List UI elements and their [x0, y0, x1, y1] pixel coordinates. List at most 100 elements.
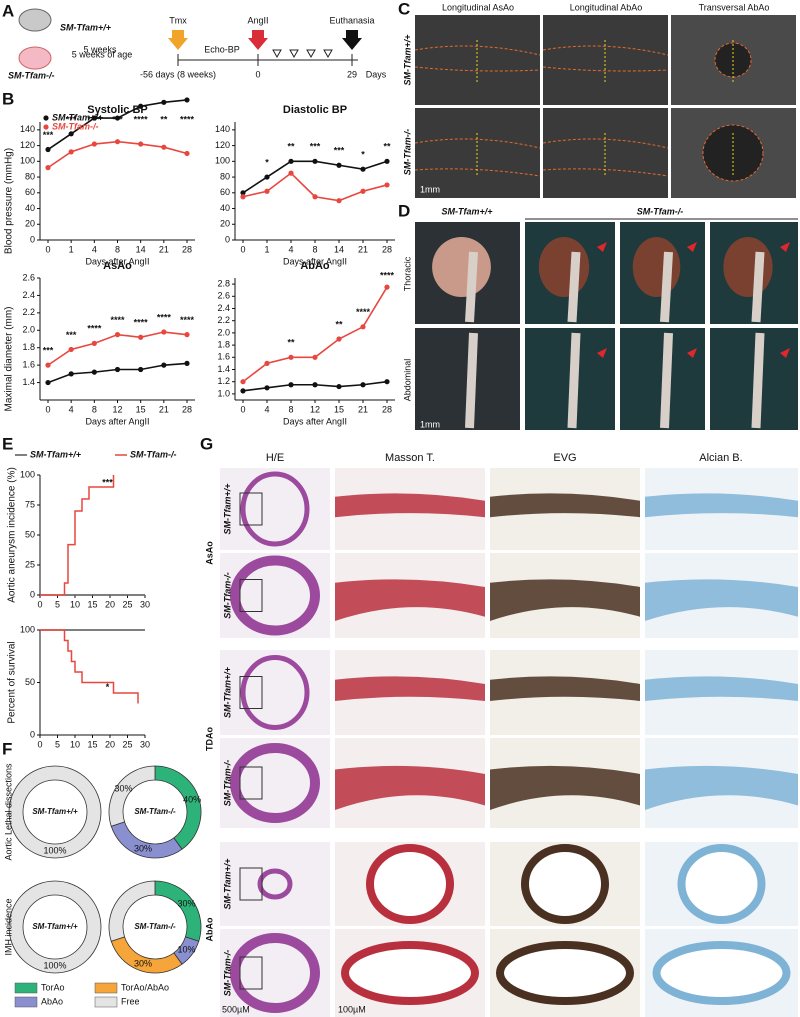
significance-label: ***: [43, 130, 54, 140]
row-title: Aortic Lethal dissections: [3, 763, 13, 861]
vessel-wall: [490, 579, 640, 621]
mean-point: [336, 198, 342, 204]
y-tick-label: 2.2: [217, 315, 230, 325]
y-axis-title: Aortic aneurysm incidence (%): [7, 467, 18, 603]
significance-label: *: [361, 150, 365, 160]
legend-label: SM-Tfam+/+: [52, 112, 104, 122]
histology-panel: H/E Masson T. EVG Alcian B.: [266, 452, 743, 464]
y-tick-label: 2.4: [22, 290, 35, 300]
zoom-box: [239, 492, 263, 526]
mean-point: [288, 382, 294, 388]
x-tick-label: 30: [140, 739, 150, 749]
y-tick-label: 1.4: [22, 377, 35, 387]
arrowhead: [687, 348, 697, 358]
arrowhead: [597, 348, 607, 358]
vessel-wall: [366, 844, 454, 924]
genotype-label: SM-Tfam+/+: [222, 483, 232, 535]
arrow: [168, 30, 188, 50]
genotype-label: SM-Tfam+/+: [222, 666, 232, 718]
x-axis-title: Days after AngII: [85, 256, 149, 266]
photo-panel: SM-Tfam+/+ SM-Tfam-/- Thoracic Abdominal: [402, 206, 798, 401]
panel-label: G: [200, 434, 213, 453]
mean-point: [264, 385, 270, 391]
y-axis-title: Maximal diameter (mm): [4, 306, 15, 411]
echo-markers: [272, 49, 333, 59]
mean-point: [45, 165, 51, 171]
step-line: [40, 629, 139, 704]
vessel-wall: [335, 579, 485, 621]
y-tick-label: 100: [20, 156, 35, 166]
donut-segment: [8, 765, 102, 859]
y-tick-label: 1.2: [217, 376, 230, 386]
specimen: [567, 332, 581, 429]
mean-point: [114, 332, 121, 338]
genotype-label: SM-Tfam-/-: [8, 70, 55, 80]
x-tick-label: 28: [182, 244, 192, 254]
y-tick-label: 100: [215, 156, 230, 166]
mean-point: [336, 383, 342, 390]
y-tick-label: 50: [25, 677, 35, 687]
mean-point: [91, 340, 97, 346]
y-tick-label: 0: [30, 589, 35, 599]
y-tick-label: 140: [215, 124, 230, 134]
mean-point: [360, 324, 366, 330]
chart-title: AsAo: [103, 260, 132, 272]
y-tick-label: 1.8: [217, 339, 230, 349]
age-label: 5 weeks of age: [72, 49, 133, 59]
column-title: EVG: [553, 452, 576, 464]
specimen: [632, 237, 681, 297]
vessel-outline: [414, 45, 541, 56]
vessel-wall: [645, 579, 798, 621]
column-title: H/E: [266, 452, 284, 464]
vessel-outline: [414, 66, 541, 72]
vessel-outline: [414, 138, 541, 149]
significance-label: ***: [66, 114, 77, 124]
mean-point: [138, 334, 144, 340]
legend-label: SM-Tfam+/+: [30, 449, 82, 459]
y-tick-label: 40: [220, 203, 230, 213]
x-tick-label: 12: [310, 404, 320, 414]
y-tick-label: 100: [20, 469, 35, 479]
column-title: Alcian B.: [699, 452, 742, 464]
x-tick-label: 5: [55, 599, 60, 609]
mean-point: [161, 329, 167, 335]
x-tick-label: 20: [105, 599, 115, 609]
tissue-section: [230, 743, 320, 823]
genotype-label: SM-Tfam+/+: [60, 22, 112, 32]
region-label: AbAo: [204, 917, 214, 941]
significance-label: *: [265, 157, 269, 167]
zoom-box: [239, 579, 263, 612]
significance-label: **: [287, 338, 295, 348]
mean-point: [184, 360, 190, 366]
vessel-wall: [335, 676, 485, 701]
legend-label: SM-Tfam-/-: [130, 449, 177, 459]
ultrasound-panel: Longitudinal AsAo Longitudinal AbAo Tran…: [402, 2, 769, 175]
legend-swatch: [14, 996, 38, 1008]
x-tick-label: 0: [240, 244, 245, 254]
legend-marker: [43, 115, 49, 121]
x-tick-label: 25: [122, 739, 132, 749]
event-label: Euthanasia: [329, 15, 374, 25]
donut-segment: [108, 765, 156, 827]
mean-point: [68, 371, 74, 377]
time-label: 29: [347, 69, 357, 79]
x-tick-label: 0: [45, 244, 50, 254]
value-label: 30%: [134, 843, 152, 853]
x-tick-label: 21: [159, 404, 169, 414]
mean-point: [336, 336, 342, 342]
mean-point: [68, 346, 74, 353]
mean-point: [312, 158, 318, 164]
donut-segment: [108, 880, 156, 942]
zoom-box: [239, 956, 263, 990]
mean-point: [161, 99, 167, 105]
y-tick-label: 80: [220, 171, 230, 181]
y-tick-label: 60: [220, 187, 230, 197]
vessel-wall: [490, 493, 640, 518]
mean-point: [360, 382, 366, 388]
y-tick-label: 60: [25, 187, 35, 197]
y-tick-label: 100: [20, 624, 35, 634]
x-tick-label: 21: [358, 404, 368, 414]
x-tick-label: 0: [37, 739, 42, 749]
y-tick-label: 1.0: [217, 388, 230, 398]
